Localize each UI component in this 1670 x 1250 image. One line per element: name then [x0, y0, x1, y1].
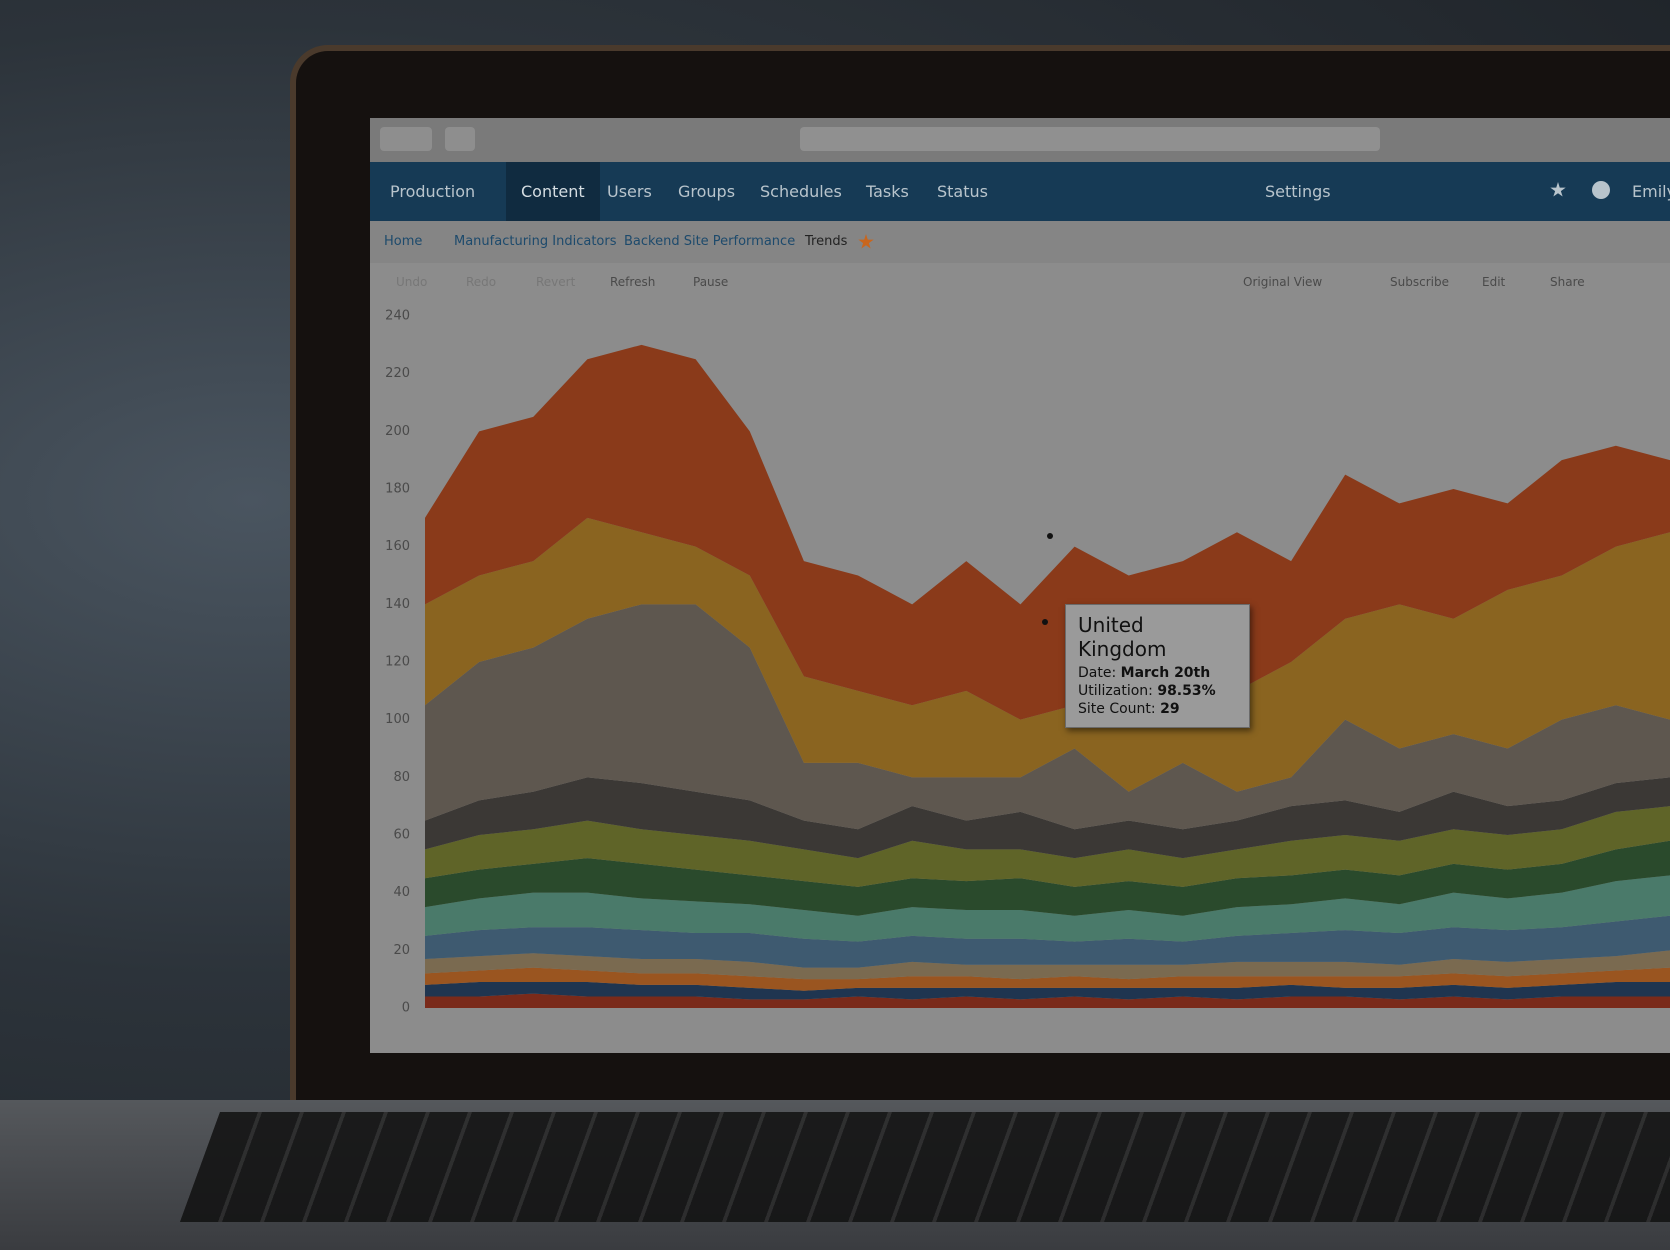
breadcrumb[interactable]: Backend Site Performance: [624, 234, 796, 249]
y-tick-label: 0: [402, 1001, 410, 1016]
settings-link[interactable]: Settings: [1265, 182, 1331, 201]
tooltip-value: 98.53%: [1157, 683, 1216, 699]
breadcrumbs: Home Manufacturing Indicators Backend Site…: [370, 221, 1670, 263]
y-tick-label: 20: [393, 943, 410, 958]
y-tick-label: 220: [385, 366, 410, 381]
area-series: [425, 915, 1670, 968]
toolbar: Undo Redo Revert Refresh Pause Original View S…: [370, 263, 1670, 299]
y-tick-label: 160: [385, 539, 410, 554]
y-tick-label: 200: [385, 424, 410, 439]
tooltip-label: Date:: [1078, 665, 1117, 681]
tooltip-line: Site Count: 29: [1078, 701, 1237, 717]
y-tick-label: 100: [385, 712, 410, 727]
hover-dot: [1042, 619, 1048, 625]
toolbar-button[interactable]: Subscribe: [1390, 275, 1449, 289]
tooltip-line: Utilization: 98.53%: [1078, 683, 1237, 699]
y-tick-label: 40: [393, 885, 410, 900]
nav-bar: Production Settings Emily Content Users Gr…: [370, 162, 1670, 221]
nav-item[interactable]: Schedules: [760, 182, 842, 201]
toolbar-button[interactable]: Revert: [536, 275, 576, 289]
site-selector[interactable]: Production: [390, 182, 476, 201]
toolbar-button[interactable]: Pause: [693, 275, 729, 289]
area-series: [425, 604, 1670, 830]
area-series: [425, 840, 1670, 916]
area-series: [425, 967, 1670, 991]
y-tick-label: 180: [385, 482, 410, 497]
toolbar-button[interactable]: Undo: [396, 275, 428, 289]
nav-item[interactable]: Groups: [678, 182, 736, 201]
nav-item[interactable]: Content: [506, 162, 600, 221]
tooltip: United Kingdom Date: March 20th Utilizati…: [1065, 604, 1250, 728]
y-tick-label: 80: [393, 770, 410, 785]
browser-chrome: [370, 118, 1670, 162]
toolbar-button[interactable]: Redo: [466, 275, 497, 289]
nav-item[interactable]: Tasks: [866, 182, 909, 201]
area-series: [425, 777, 1670, 859]
back-forward[interactable]: [380, 127, 432, 151]
user-menu[interactable]: Emily: [1632, 182, 1670, 201]
tooltip-title: United Kingdom: [1078, 613, 1167, 661]
screen: Production Settings Emily Content Users Gr…: [370, 118, 1670, 1053]
area-series: [425, 517, 1670, 792]
nav-item[interactable]: Users: [607, 182, 652, 201]
url-bar[interactable]: [800, 127, 1380, 151]
toolbar-button[interactable]: Share: [1550, 275, 1585, 289]
tooltip-value: March 20th: [1120, 665, 1211, 681]
breadcrumb[interactable]: Home: [384, 234, 423, 249]
nav-item[interactable]: Status: [937, 182, 988, 201]
breadcrumb[interactable]: Manufacturing Indicators: [454, 234, 617, 249]
tooltip-label: Utilization:: [1078, 683, 1153, 699]
area-series: [425, 875, 1670, 942]
area-series: [425, 806, 1670, 887]
breadcrumb: Trends: [805, 234, 848, 249]
hover-dot: [1047, 533, 1053, 539]
y-tick-label: 120: [385, 655, 410, 670]
sidebar-button[interactable]: [445, 127, 475, 151]
y-tick-label: 60: [393, 828, 410, 843]
y-tick-label: 240: [385, 309, 410, 324]
tooltip-line: Date: March 20th: [1078, 665, 1237, 681]
chart: 0 20 40 60 80 100 120 140 160 180 200 220 240: [385, 309, 1670, 1016]
info-icon[interactable]: [1592, 181, 1610, 199]
tooltip-label: Site Count:: [1078, 701, 1156, 717]
toolbar-button[interactable]: Original View: [1243, 275, 1323, 289]
toolbar-button[interactable]: Edit: [1482, 275, 1506, 289]
keyboard: [179, 1112, 1670, 1222]
area-series: [425, 344, 1670, 720]
tooltip-value: 29: [1160, 701, 1180, 717]
toolbar-button[interactable]: Refresh: [610, 275, 656, 289]
area-series: [425, 982, 1670, 1000]
y-tick-label: 140: [385, 597, 410, 612]
